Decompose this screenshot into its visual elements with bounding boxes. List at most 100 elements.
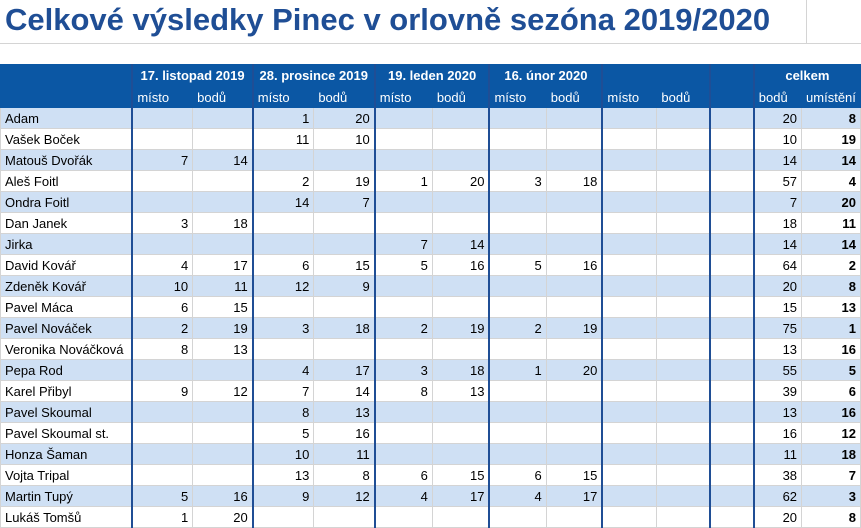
total-points-cell: 20: [752, 107, 803, 129]
points-cell: 7: [313, 191, 376, 213]
points-cell: 20: [545, 359, 603, 381]
place-cell: [488, 191, 547, 213]
points-cell: 19: [192, 317, 254, 339]
total-points-cell: 64: [752, 254, 803, 276]
player-name: Lukáš Tomšů: [0, 506, 133, 528]
points-cell: [192, 233, 254, 255]
header-spacer: [709, 64, 755, 87]
place-cell: [488, 443, 547, 465]
points-cell: [192, 443, 254, 465]
player-name: Matouš Dvořák: [0, 149, 133, 171]
points-cell: [431, 401, 490, 423]
place-cell: 4: [251, 359, 315, 381]
player-name: Zdeněk Kovář: [0, 275, 133, 297]
points-cell: [656, 107, 712, 129]
place-cell: 6: [488, 464, 547, 486]
table-row: Karel Přibyl 9 12 7 14 8 13 39 6: [0, 380, 861, 402]
place-cell: [488, 401, 547, 423]
total-points-cell: 38: [752, 464, 803, 486]
total-points-cell: 20: [752, 275, 803, 297]
points-cell: [431, 296, 490, 318]
place-cell: [131, 191, 194, 213]
round-header: 17. listopad 2019: [131, 64, 254, 87]
points-cell: [431, 128, 490, 150]
spacer-cell: [709, 191, 755, 213]
points-cell: 15: [192, 296, 254, 318]
total-points-cell: 13: [752, 401, 803, 423]
place-cell: 7: [251, 380, 315, 402]
points-cell: 14: [431, 233, 490, 255]
total-points-cell: 14: [752, 149, 803, 171]
points-cell: 19: [545, 317, 603, 339]
place-cell: [488, 233, 547, 255]
points-cell: [545, 191, 603, 213]
points-cell: 14: [192, 149, 254, 171]
place-cell: [131, 170, 194, 192]
place-cell: 1: [373, 170, 433, 192]
points-cell: 20: [313, 107, 376, 129]
player-name: Vašek Boček: [0, 128, 133, 150]
place-cell: [251, 296, 315, 318]
points-cell: 13: [431, 380, 490, 402]
place-cell: [488, 275, 547, 297]
overall-rank-cell: 5: [801, 359, 861, 381]
title-row: Celkové výsledky Pinec v orlovně sezóna …: [0, 0, 861, 44]
place-cell: [601, 212, 658, 234]
overall-rank-cell: 4: [801, 170, 861, 192]
player-name: Honza Šaman: [0, 443, 133, 465]
place-cell: [488, 338, 547, 360]
points-cell: 17: [192, 254, 254, 276]
points-cell: [656, 443, 712, 465]
points-cell: [545, 107, 603, 129]
round-header: [601, 64, 712, 87]
points-cell: [431, 422, 490, 444]
points-cell: [431, 149, 490, 171]
points-cell: 17: [431, 485, 490, 507]
player-name: Pavel Skoumal: [0, 401, 133, 423]
points-cell: 20: [192, 506, 254, 528]
points-cell: [656, 149, 712, 171]
overall-rank-cell: 19: [801, 128, 861, 150]
total-points-cell: 7: [752, 191, 803, 213]
place-cell: 13: [251, 464, 315, 486]
table-row: David Kovář 4 17 6 15 5 16 5 16 64 2: [0, 254, 861, 276]
place-cell: [601, 296, 658, 318]
place-cell: [373, 191, 433, 213]
table-row: Pavel Máca 6 15 15 13: [0, 296, 861, 318]
points-cell: [192, 422, 254, 444]
place-cell: [373, 422, 433, 444]
points-cell: [192, 170, 254, 192]
spacer-cell: [709, 338, 755, 360]
points-cell: 18: [313, 317, 376, 339]
overall-rank-cell: 11: [801, 212, 861, 234]
table-row: Pepa Rod 4 17 3 18 1 20 55 5: [0, 359, 861, 381]
table-row: Aleš Foitl 2 19 1 20 3 18 57 4: [0, 170, 861, 192]
points-cell: [656, 128, 712, 150]
grid-line: [806, 0, 807, 43]
spacer-cell: [709, 485, 755, 507]
spacer-cell: [709, 233, 755, 255]
table-row: Dan Janek 3 18 18 11: [0, 212, 861, 234]
place-cell: 2: [373, 317, 433, 339]
points-cell: [545, 212, 603, 234]
place-cell: [373, 107, 433, 129]
points-cell: [656, 464, 712, 486]
points-cell: [545, 128, 603, 150]
place-cell: 3: [373, 359, 433, 381]
points-cell: [656, 233, 712, 255]
points-cell: [313, 212, 376, 234]
place-cell: [251, 149, 315, 171]
points-cell: 17: [545, 485, 603, 507]
spacer-cell: [709, 170, 755, 192]
spacer-cell: [709, 212, 755, 234]
place-cell: [373, 149, 433, 171]
points-cell: [431, 107, 490, 129]
overall-rank-cell: 14: [801, 149, 861, 171]
place-cell: [488, 107, 547, 129]
place-cell: 10: [131, 275, 194, 297]
place-cell: [131, 107, 194, 129]
player-name: Vojta Tripal: [0, 464, 133, 486]
table-row: Veronika Nováčková 8 13 13 16: [0, 338, 861, 360]
table-row: Pavel Skoumal st. 5 16 16 12: [0, 422, 861, 444]
place-cell: 1: [251, 107, 315, 129]
